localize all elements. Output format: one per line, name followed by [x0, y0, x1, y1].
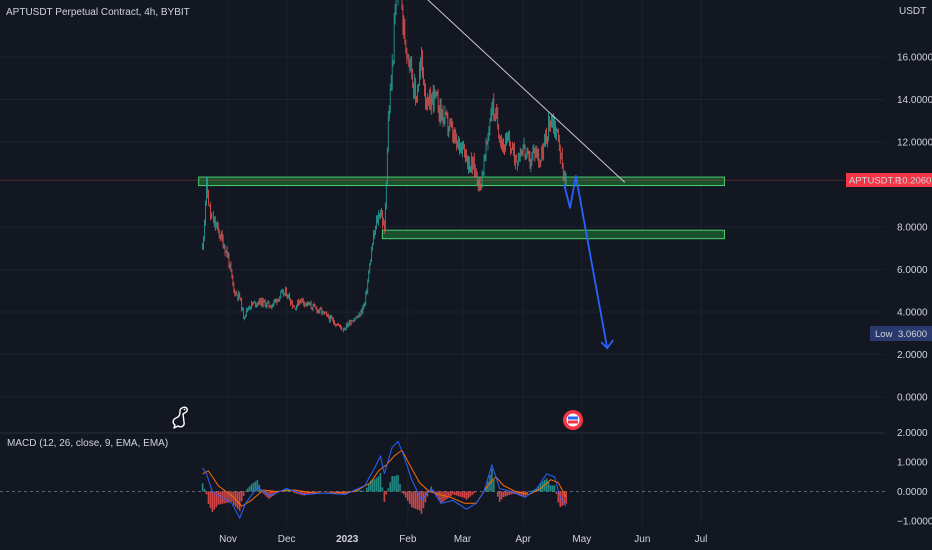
support-zone-1 [381, 229, 725, 240]
macd-label: MACD (12, 26, close, 9, EMA, EMA) [7, 438, 168, 449]
dinosaur-logo-icon[interactable] [172, 406, 188, 429]
price-tick-label-4: 8.0000 [897, 223, 928, 234]
price-tick-label-3: 6.0000 [897, 265, 928, 276]
price-tick-label-6: 14.0000 [897, 95, 932, 106]
macd-tick-label-0: 2.0000 [897, 428, 928, 439]
time-tick-label-3: Feb [399, 534, 417, 545]
support-zones[interactable] [0, 176, 845, 240]
time-tick-label-8: Jul [695, 534, 708, 545]
low-label: Low [875, 329, 893, 340]
macd-tick-label-2: 0.0000 [897, 487, 928, 498]
annotations[interactable] [386, 0, 626, 350]
time-tick-label-1: Dec [278, 534, 296, 545]
macd-line [202, 440, 567, 520]
low-badge: Low 3.0600 [870, 326, 932, 341]
projection-arrowhead [600, 339, 614, 350]
macd-tick-label-1: 1.0000 [897, 458, 928, 469]
time-tick-label-6: May [572, 534, 591, 545]
macd-pane [0, 440, 885, 520]
support-zone-0 [198, 176, 725, 187]
flag-event-icon[interactable] [563, 410, 583, 430]
price-tick-label-2: 4.0000 [897, 308, 928, 319]
price-tick-label-5: 12.0000 [897, 138, 932, 149]
time-tick-label-2: 2023 [336, 534, 359, 545]
time-tick-label-5: Apr [515, 534, 531, 545]
time-tick-label-7: Jun [634, 534, 650, 545]
currency-label: USDT [899, 6, 926, 17]
time-tick-label-0: Nov [219, 534, 237, 545]
symbol-tag: APTUSDT.P [849, 176, 901, 187]
price-tick-label-7: 16.0000 [897, 53, 932, 64]
projection-arrow [563, 175, 609, 349]
candles [202, 0, 567, 333]
time-tick-label-4: Mar [454, 534, 472, 545]
price-tick-label-1: 2.0000 [897, 350, 928, 361]
price-axis[interactable]: 0.0000 2.0000 4.0000 6.0000 8.0000 12.0000 14.… [897, 53, 932, 528]
chart-title: APTUSDT Perpetual Contract, 4h, BYBIT [6, 7, 190, 18]
price-tick-label-0: 0.0000 [897, 393, 928, 404]
grid-layer [0, 0, 885, 525]
time-axis[interactable]: Nov Dec 2023 Feb Mar Apr May Jun Jul [219, 534, 707, 545]
last-price-value: 10.2060 [897, 176, 931, 187]
low-value: 3.0600 [898, 329, 927, 340]
macd-tick-label-3: −1.0000 [897, 517, 932, 528]
last-price-badge: APTUSDT.P 10.2060 [846, 173, 932, 187]
trendline [427, 0, 626, 183]
